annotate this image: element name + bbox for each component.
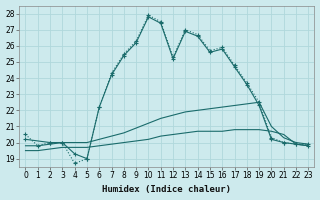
X-axis label: Humidex (Indice chaleur): Humidex (Indice chaleur)	[102, 185, 231, 194]
